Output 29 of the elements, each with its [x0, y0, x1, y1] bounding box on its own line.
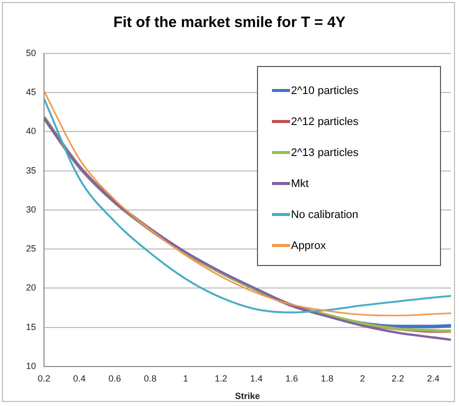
- x-tick-label: 1.2: [214, 373, 228, 384]
- x-tick-label: 1: [183, 373, 188, 384]
- y-tick-label: 20: [26, 282, 36, 293]
- x-tick-label: 2.2: [392, 373, 404, 384]
- legend-label: 2^10 particles: [291, 84, 359, 97]
- x-tick-label: 2: [360, 373, 366, 384]
- y-tick-label: 30: [26, 204, 36, 214]
- y-tick-label: 25: [26, 244, 36, 254]
- legend-label: Approx: [291, 240, 326, 252]
- y-tick-label: 45: [26, 87, 36, 98]
- y-tick-label: 40: [26, 126, 36, 136]
- y-tick-label: 50: [26, 48, 36, 58]
- x-tick-label: 0.8: [144, 373, 156, 384]
- y-tick-label: 10: [26, 360, 36, 371]
- y-tick-label: 35: [26, 165, 36, 176]
- x-tick-label: 0.6: [108, 373, 122, 384]
- legend-label: 2^12 particles: [291, 116, 359, 128]
- legend-label: Mkt: [291, 178, 309, 190]
- x-axis-title: Strike: [235, 391, 260, 402]
- x-tick-label: 1.6: [285, 373, 298, 384]
- legend-label: No calibration: [291, 208, 358, 221]
- x-tick-label: 1.8: [320, 373, 334, 384]
- chart-title: Fit of the market smile for T = 4Y: [112, 14, 347, 31]
- x-tick-label: 1.4: [250, 373, 263, 384]
- x-tick-label: 0.4: [73, 373, 86, 384]
- x-tick-label: 0.2: [38, 373, 50, 384]
- legend-label: 2^13 particles: [291, 146, 359, 159]
- x-tick-label: 2.4: [427, 373, 440, 384]
- y-tick-label: 15: [26, 322, 36, 332]
